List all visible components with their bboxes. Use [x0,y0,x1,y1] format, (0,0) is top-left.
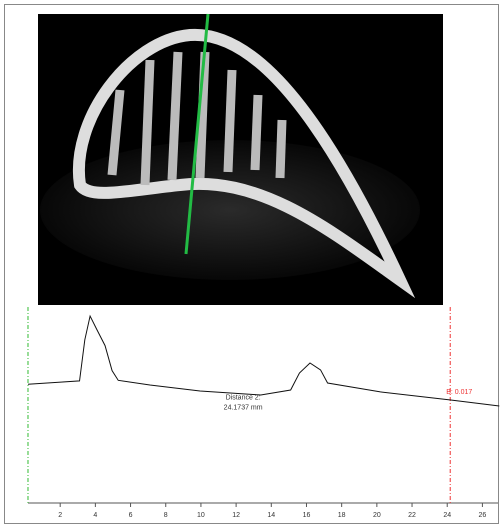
x-tick-label: 18 [338,512,346,519]
x-tick-label: 24 [443,512,451,519]
x-tick-label: 16 [303,512,311,519]
x-tick-label: 22 [408,512,416,519]
x-tick-label: 8 [164,512,168,519]
annotation: Distance 2: [226,395,261,402]
x-tick-label: 12 [232,512,240,519]
x-tick-label: 4 [93,512,97,519]
annotation: 24.1737 mm [224,405,263,412]
x-tick-label: 14 [267,512,275,519]
x-tick-label: 10 [197,512,205,519]
screenshot: 2468101214161820222426B: 0.017Distance 2… [0,0,503,528]
ct-image [38,14,443,305]
x-tick-label: 20 [373,512,381,519]
x-tick-label: 6 [129,512,133,519]
marker-label: B: 0.017 [446,389,472,396]
x-tick-label: 2 [58,512,62,519]
x-tick-label: 26 [479,512,487,519]
